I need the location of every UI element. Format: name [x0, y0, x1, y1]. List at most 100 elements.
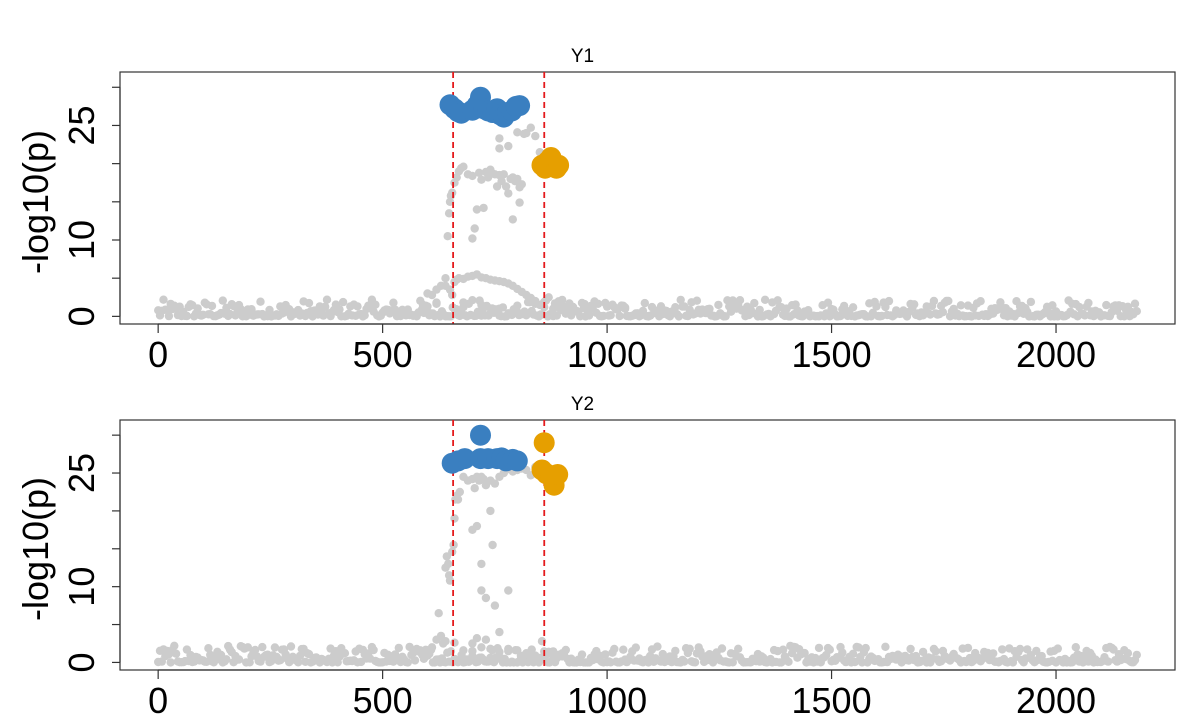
data-point — [441, 637, 450, 646]
y-axis-label: -log10(p) — [15, 477, 56, 621]
data-point — [423, 307, 432, 316]
data-point — [620, 304, 630, 313]
data-point — [690, 658, 700, 667]
data-point — [692, 296, 702, 305]
data-point — [515, 198, 524, 207]
data-point — [470, 484, 479, 493]
data-point — [549, 304, 558, 313]
y-tick-label: 0 — [61, 652, 102, 672]
data-point — [601, 650, 610, 659]
data-point — [495, 304, 504, 313]
data-point — [256, 297, 265, 306]
data-point — [432, 298, 441, 307]
data-point — [910, 300, 919, 309]
data-point — [881, 642, 890, 651]
data-point — [193, 304, 202, 313]
data-point — [276, 656, 285, 665]
data-point — [166, 658, 175, 667]
data-point — [918, 647, 928, 657]
data-point — [468, 646, 477, 656]
data-point — [685, 644, 694, 653]
data-point — [338, 297, 348, 307]
data-point — [434, 609, 443, 618]
data-point — [671, 303, 680, 312]
data-point — [848, 649, 858, 658]
data-point — [441, 274, 450, 283]
data-point — [444, 209, 454, 218]
data-point — [477, 643, 486, 652]
data-point — [513, 301, 522, 310]
x-tick-label: 2000 — [1016, 334, 1096, 375]
chart-panel-1: Y1 0 500 1000 1500 2000 0 10 25-log10(p) — [15, 46, 1176, 375]
data-point — [486, 506, 495, 516]
highlight-point — [547, 464, 569, 485]
data-point — [448, 290, 457, 300]
data-point — [963, 643, 973, 653]
data-point — [735, 296, 745, 305]
data-point — [998, 645, 1007, 654]
data-point — [258, 642, 267, 652]
plot-frame — [119, 71, 1176, 325]
data-point — [1132, 307, 1142, 316]
data-point — [490, 601, 500, 610]
data-point — [610, 644, 619, 654]
data-point — [453, 495, 463, 504]
x-tick-label: 500 — [353, 334, 413, 375]
data-point — [389, 298, 398, 307]
data-point — [976, 297, 985, 306]
data-point — [836, 311, 845, 321]
data-point — [861, 643, 870, 653]
data-point — [854, 643, 863, 652]
data-point — [531, 651, 540, 660]
y-axis-label: -log10(p) — [15, 130, 56, 274]
data-point — [615, 311, 624, 321]
data-point — [218, 296, 227, 305]
data-point — [371, 300, 380, 309]
data-point — [513, 646, 522, 655]
data-point — [1075, 302, 1084, 312]
x-tick-label: 1500 — [792, 680, 872, 720]
data-point — [360, 311, 369, 320]
data-point — [472, 634, 482, 643]
data-point — [717, 644, 727, 653]
data-point — [705, 304, 714, 313]
data-point — [671, 646, 680, 656]
data-point — [294, 658, 303, 667]
data-point — [938, 308, 948, 317]
data-point — [234, 655, 244, 664]
data-point — [929, 296, 939, 306]
plot-frame — [119, 419, 1176, 671]
data-point — [490, 479, 500, 488]
data-point — [270, 643, 280, 652]
data-point — [495, 144, 504, 153]
data-point — [472, 521, 482, 531]
data-point — [593, 299, 603, 308]
data-point — [207, 301, 217, 311]
data-point — [459, 646, 468, 655]
data-point — [432, 635, 441, 644]
data-point — [459, 303, 468, 312]
data-point — [410, 656, 420, 665]
data-point — [784, 657, 793, 666]
data-point — [513, 128, 522, 137]
data-point — [931, 647, 940, 656]
data-point — [450, 514, 459, 523]
data-point — [450, 638, 459, 647]
data-point — [1102, 300, 1111, 310]
data-point — [448, 188, 457, 197]
data-point — [1123, 649, 1133, 658]
data-point — [394, 643, 403, 653]
data-point — [468, 171, 477, 181]
data-point — [850, 657, 860, 667]
data-point — [486, 644, 495, 653]
data-point — [1053, 644, 1063, 653]
data-point — [243, 643, 253, 652]
data-point — [504, 646, 513, 656]
data-point — [468, 234, 477, 243]
data-point — [182, 311, 192, 321]
data-point — [495, 134, 504, 143]
data-point — [823, 298, 833, 307]
data-point — [1015, 644, 1025, 654]
chart-panel-2: Y2 0 500 1000 1500 2000 0 10 25-log10(p) — [15, 394, 1176, 720]
